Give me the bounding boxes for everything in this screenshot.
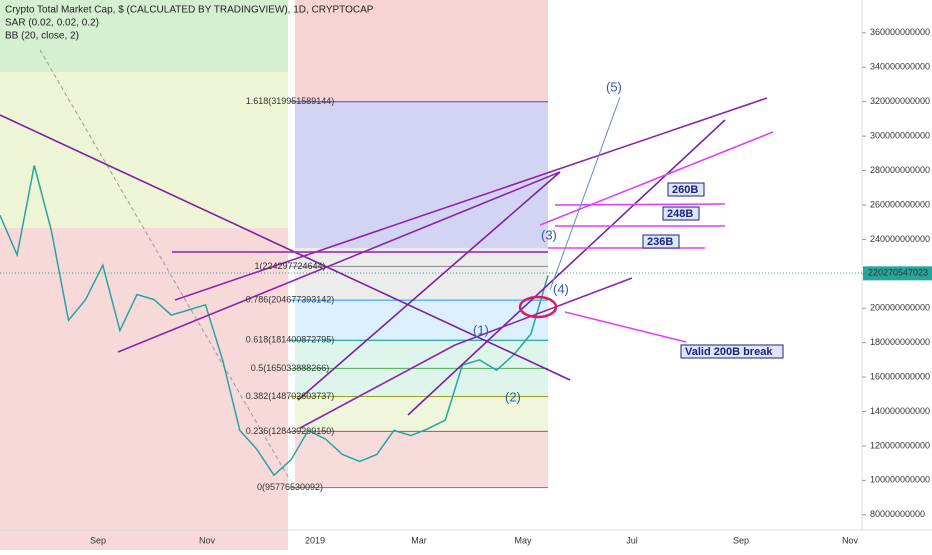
y-tick-label: 260000000000	[870, 199, 930, 209]
trend-line	[39, 49, 291, 481]
arrow	[454, 277, 633, 346]
fib-label: 1(224297724644)	[254, 261, 325, 271]
highlight	[518, 295, 558, 319]
label-box	[667, 182, 705, 197]
y-tick-label: 100000000000	[870, 475, 930, 485]
x-tick-label: Sep	[733, 535, 749, 545]
wave-label: (4)	[553, 281, 569, 296]
wave-label: (3)	[541, 227, 557, 242]
arrow	[539, 131, 774, 226]
x-tick-label: May	[514, 535, 532, 545]
arrow	[299, 344, 456, 429]
wave-line	[549, 96, 621, 291]
y-tick-label: 200000000000	[870, 303, 930, 313]
zone	[0, 228, 288, 550]
zone	[0, 72, 288, 228]
y-tick-label: 300000000000	[870, 130, 930, 140]
last-price-tag	[863, 266, 932, 281]
arrow	[564, 311, 687, 343]
y-tick-label: 180000000000	[870, 337, 930, 347]
last-price-label: 220270547023	[868, 268, 928, 278]
y-tick-label: 140000000000	[870, 406, 930, 416]
wave-label: (2)	[505, 389, 521, 404]
x-tick-label: Nov	[199, 535, 216, 545]
zone	[295, 102, 548, 248]
fib-label: 0.786(204677393142)	[246, 295, 335, 305]
fib-label: 0(95776530092)	[257, 482, 323, 492]
y-tick-label: 120000000000	[870, 440, 930, 450]
drawings	[0, 96, 774, 429]
label-box	[642, 234, 680, 249]
y-tick-label: 320000000000	[870, 96, 930, 106]
fib-label: 0.382(148702603737)	[246, 391, 335, 401]
arrow	[554, 203, 726, 206]
chart-title: Crypto Total Market Cap, $ (CALCULATED B…	[5, 5, 374, 16]
indicator: SAR (0.02, 0.02, 0.2)	[5, 18, 99, 29]
fib-label: 1.618(319951589144)	[246, 96, 335, 106]
label-box	[662, 206, 700, 221]
x-tick-label: Nov	[842, 535, 859, 545]
zone	[295, 248, 548, 300]
fib-label: 0.618(181400872795)	[246, 335, 335, 345]
y-tick-label: 80000000000	[870, 509, 925, 519]
zone	[295, 0, 548, 102]
zone	[0, 0, 288, 72]
y-tick-label: 360000000000	[870, 27, 930, 37]
label-box	[680, 344, 784, 359]
arrow	[407, 119, 726, 416]
arrow	[117, 171, 561, 353]
fib-label: 0.5(165033888266)	[251, 363, 330, 373]
y-tick-label: 280000000000	[870, 165, 930, 175]
wave-label: (5)	[606, 79, 622, 94]
x-tick-label: Mar	[411, 535, 427, 545]
level-label: Valid 200B break	[685, 346, 773, 358]
arrow	[0, 114, 571, 381]
x-tick-label: 2019	[305, 535, 325, 545]
y-tick-label: 240000000000	[870, 234, 930, 244]
x-tick-label: Sep	[90, 535, 106, 545]
wave-label: (1)	[473, 322, 489, 337]
level-label: 236B	[647, 236, 673, 248]
x-tick-label: Jul	[626, 535, 638, 545]
y-tick-label: 340000000000	[870, 62, 930, 72]
indicator: BB (20, close, 2)	[5, 31, 79, 42]
level-label: 260B	[672, 184, 698, 196]
level-label: 248B	[667, 208, 693, 220]
arrow	[174, 97, 768, 301]
zone	[295, 300, 548, 341]
arrow	[297, 171, 561, 401]
fib-label: 0.236(128439299150)	[246, 426, 335, 436]
y-tick-label: 160000000000	[870, 371, 930, 381]
zone	[295, 432, 548, 488]
price-series	[0, 165, 549, 477]
